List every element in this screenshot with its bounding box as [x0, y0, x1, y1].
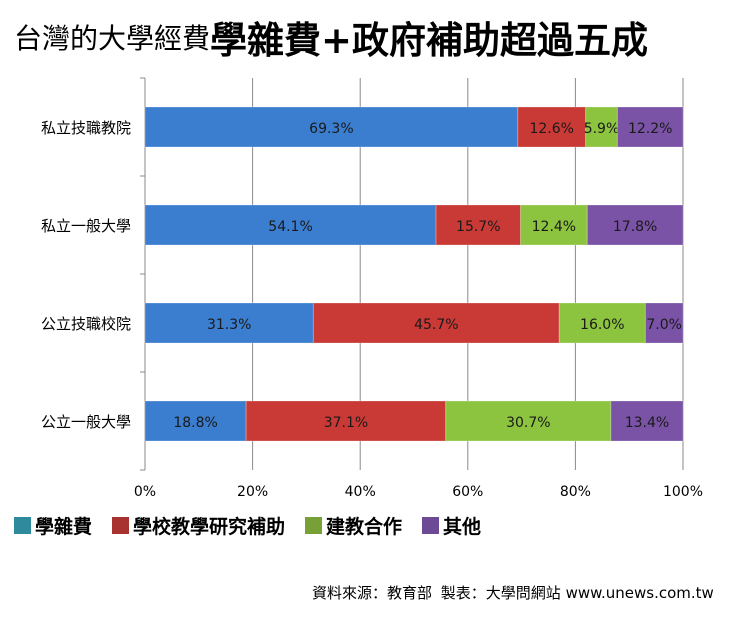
bar-segment — [445, 400, 612, 442]
maker-text: 製表：大學問網站 www.unews.com.tw — [440, 584, 714, 602]
legend-swatch-other — [422, 516, 440, 534]
legend-label-tuition: 學雜費 — [35, 515, 93, 538]
category-label: 私立技職教院 — [41, 119, 131, 137]
data-label: 45.7% — [414, 317, 458, 333]
x-tick-label: 40% — [345, 484, 376, 500]
legend-item-other: 其他 — [422, 512, 481, 539]
legend-swatch-subsidy — [112, 516, 130, 534]
data-label: 31.3% — [207, 317, 251, 333]
stacked-bar-chart: 0% 20% 40% 60% 80% 100% 私立技職教院 69.3% 12.6% 5.9% 12… — [41, 77, 703, 500]
legend-item-subsidy: 學校教學研究補助 — [112, 512, 285, 539]
x-tick-label: 100% — [663, 484, 703, 500]
data-label: 13.4% — [625, 415, 669, 431]
legend-label-subsidy: 學校教學研究補助 — [133, 515, 286, 538]
x-tick-label: 20% — [237, 484, 268, 500]
source-note: 資料來源：教育部 製表：大學問網站 www.unews.com.tw — [312, 582, 718, 603]
legend-label-other: 其他 — [443, 515, 482, 538]
x-tick-label: 80% — [560, 484, 591, 500]
category-label: 私立一般大學 — [41, 217, 131, 235]
legend-label-cooperation: 建教合作 — [326, 515, 403, 538]
data-label: 5.9% — [584, 121, 620, 137]
category-label: 公立一般大學 — [41, 413, 131, 431]
bar-segment — [610, 400, 684, 442]
bar-segment — [245, 400, 447, 442]
data-label: 7.0% — [646, 317, 682, 333]
bar-segment — [520, 204, 588, 246]
data-label: 18.8% — [173, 415, 217, 431]
x-tick-label: 0% — [134, 484, 156, 500]
chart-legend: 學雜費 學校教學研究補助 建教合作 其他 — [14, 512, 501, 538]
title-prefix: 台灣的大學經費 — [14, 22, 211, 55]
data-label: 15.7% — [456, 219, 500, 235]
bar-segment — [144, 106, 519, 148]
legend-swatch-tuition — [14, 516, 31, 534]
bar-segment — [586, 204, 684, 246]
legend-swatch-cooperation — [305, 516, 323, 534]
bar-segment — [144, 400, 247, 442]
data-label: 54.1% — [268, 219, 312, 235]
bar-segment — [312, 302, 560, 344]
data-label: 69.3% — [309, 121, 353, 137]
data-label: 16.0% — [580, 317, 624, 333]
data-label: 37.1% — [324, 415, 368, 431]
title-emphasis: 學雜費+政府補助超過五成 — [210, 19, 649, 62]
bar-segment — [616, 106, 684, 148]
bar-segment — [517, 106, 587, 148]
data-label: 12.2% — [628, 121, 672, 137]
category-label: 公立技職校院 — [41, 315, 131, 333]
bar-segment — [144, 302, 314, 344]
data-label: 30.7% — [506, 415, 550, 431]
x-tick-label: 60% — [452, 484, 483, 500]
data-label: 12.4% — [532, 219, 576, 235]
data-label: 12.6% — [529, 121, 573, 137]
bar-segment — [644, 302, 684, 344]
chart-title: 台灣的大學經費學雜費+政府補助超過五成 — [14, 10, 649, 62]
bar-segment — [435, 204, 522, 246]
source-text: 資料來源：教育部 — [312, 584, 433, 602]
legend-item-tuition: 學雜費 — [14, 512, 92, 539]
data-label: 17.8% — [613, 219, 657, 235]
legend-item-cooperation: 建教合作 — [305, 512, 402, 539]
